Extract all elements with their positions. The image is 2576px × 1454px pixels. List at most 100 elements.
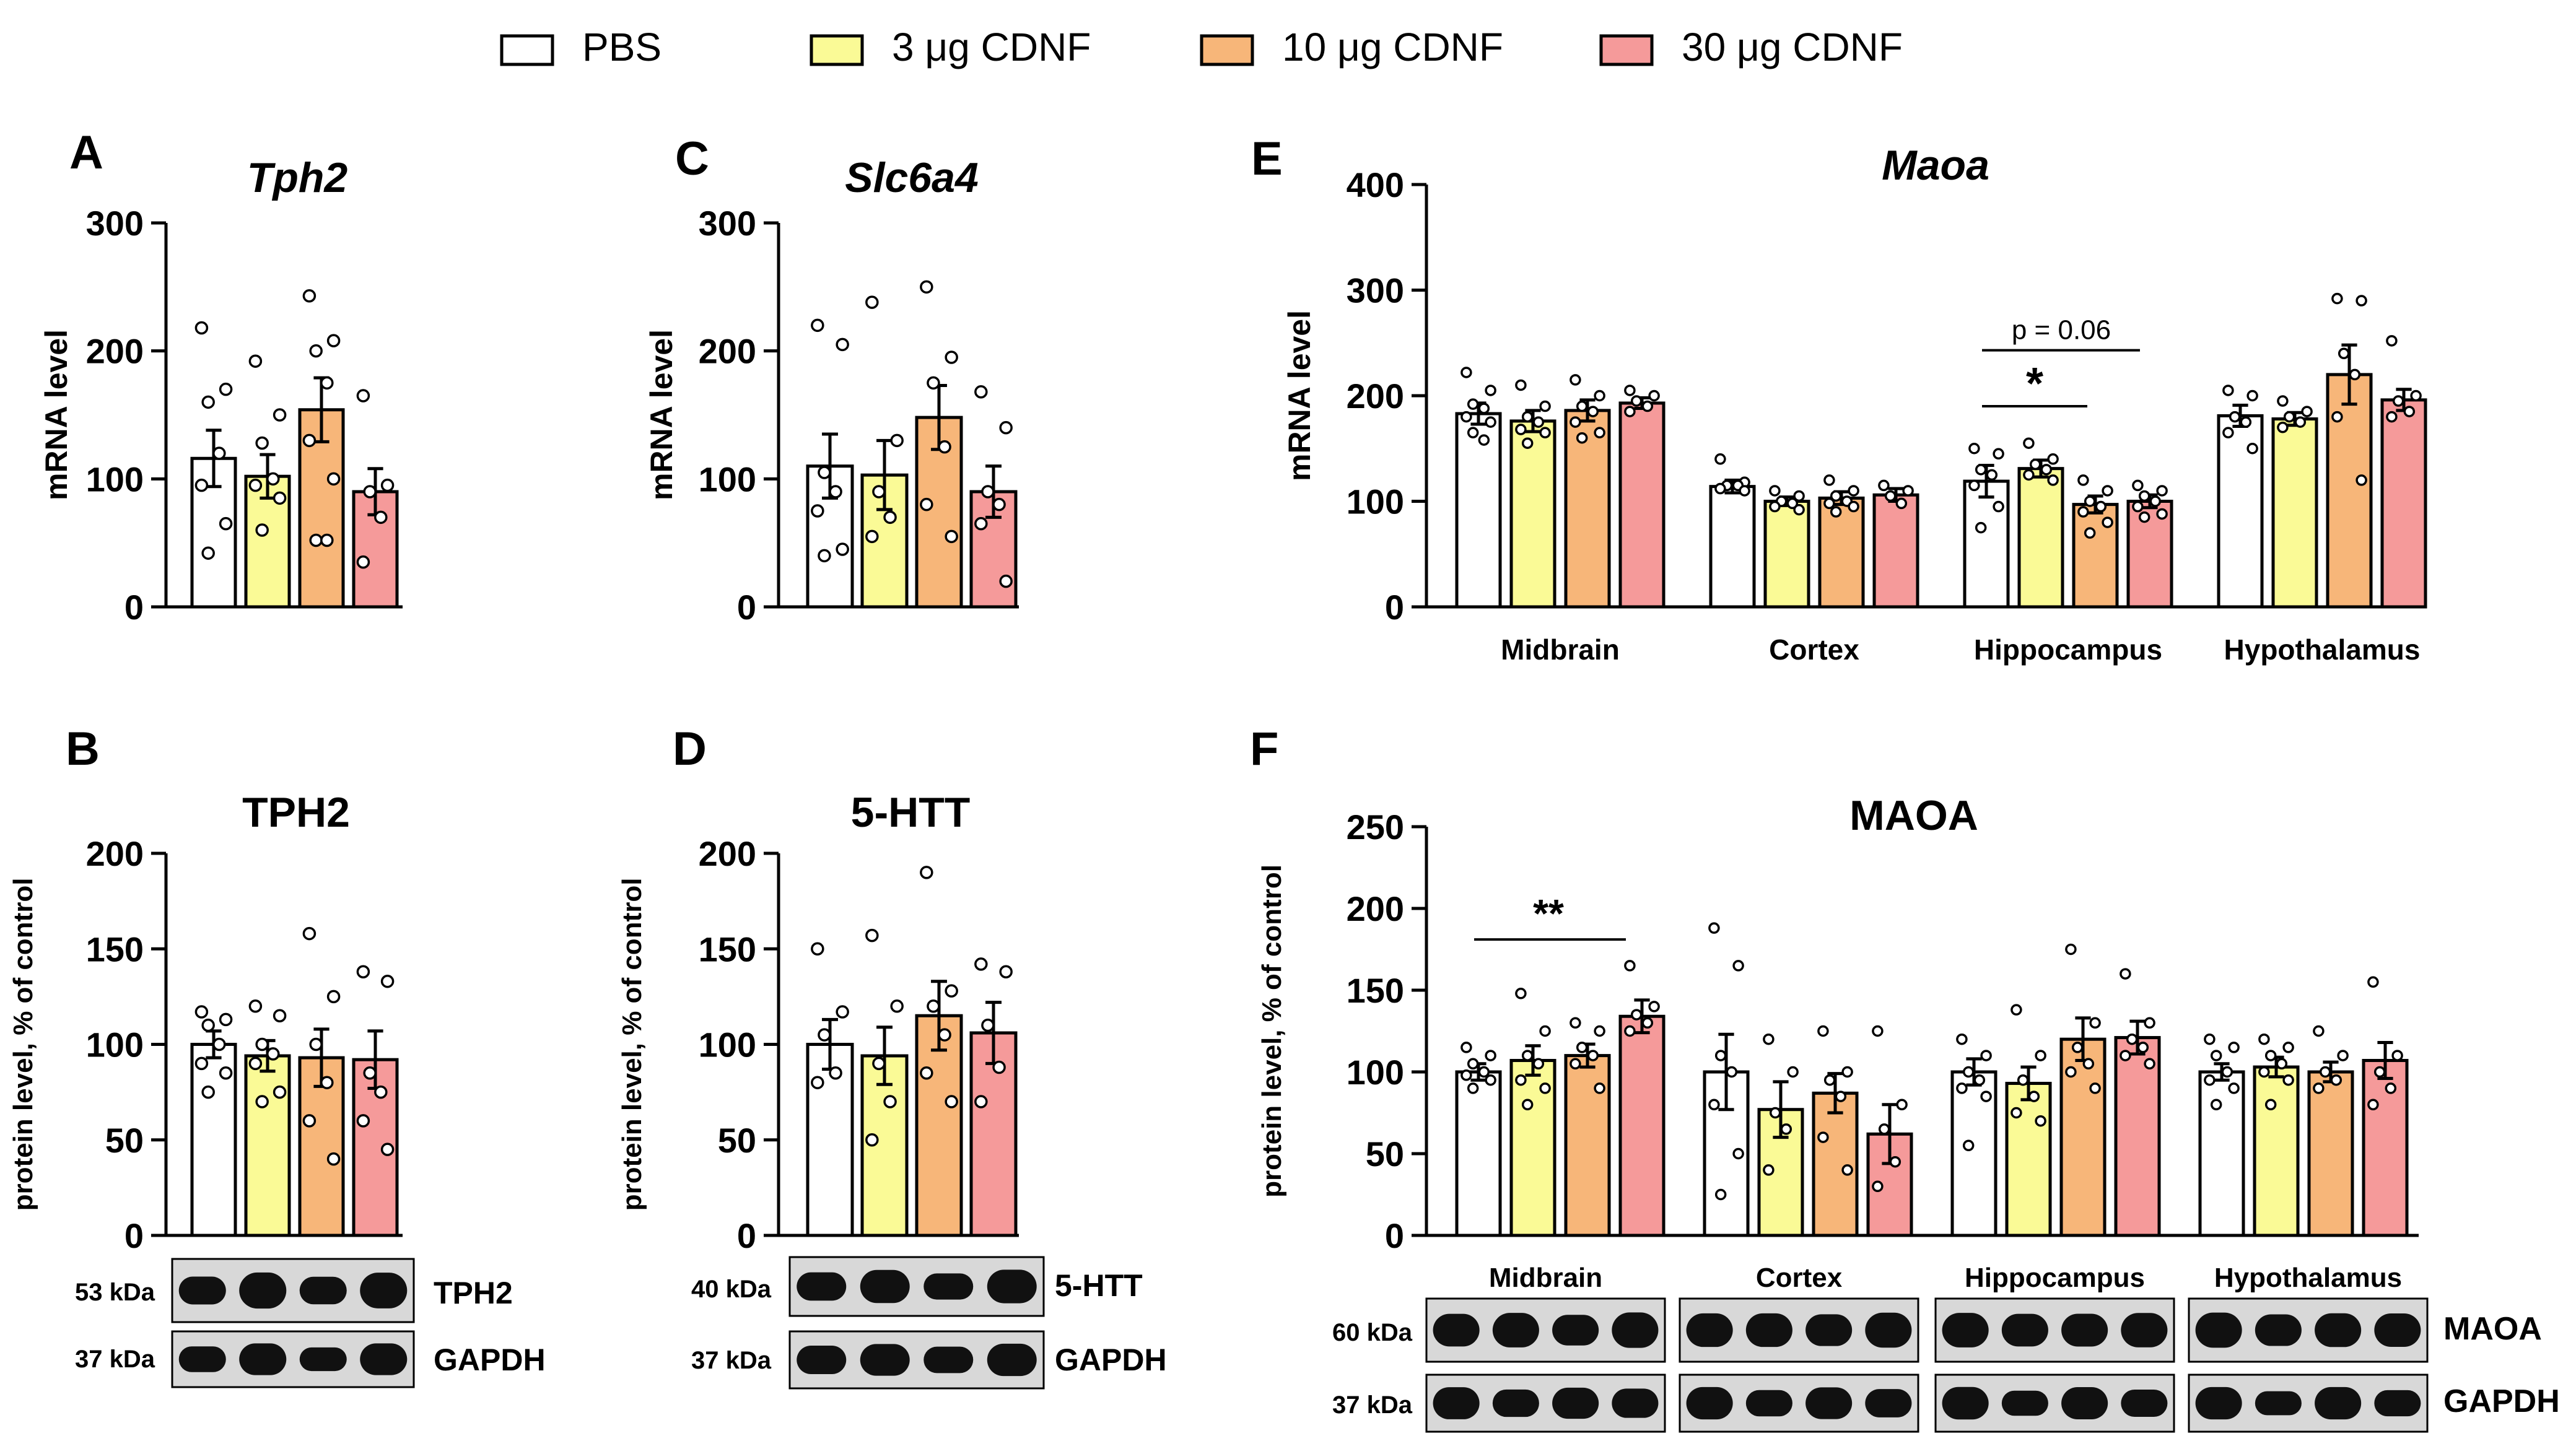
blot-band	[178, 1276, 226, 1305]
data-point	[212, 1037, 226, 1051]
x-tick-label: Cortex	[1769, 633, 1859, 666]
bar	[244, 1054, 291, 1237]
data-point	[1726, 1066, 1738, 1078]
blot-band	[2315, 1313, 2362, 1347]
data-point	[255, 436, 269, 450]
data-point	[1641, 1017, 1654, 1029]
blot-band	[987, 1343, 1037, 1377]
blot-band	[360, 1343, 408, 1375]
blot-band	[1433, 1313, 1480, 1347]
blot-band	[1612, 1312, 1659, 1348]
data-point	[1956, 1033, 1968, 1045]
data-point	[1532, 1058, 1545, 1070]
bar	[1818, 496, 1865, 609]
blot-band	[178, 1346, 226, 1372]
data-point	[1485, 1050, 1496, 1061]
x-tick-label: Hippocampus	[1974, 633, 2162, 666]
y-tick-label: 300	[699, 204, 756, 243]
data-point	[2356, 474, 2367, 486]
data-point	[1467, 1082, 1479, 1094]
data-point	[248, 354, 263, 368]
y-tick-label: 200	[699, 834, 756, 873]
data-point	[2132, 500, 2144, 513]
blot-marker-top: 53 kDa	[75, 1279, 155, 1306]
data-point	[2283, 411, 2295, 423]
blot-band	[1805, 1387, 1853, 1419]
y-tick-label: 100	[86, 1025, 144, 1064]
data-point	[1570, 374, 1581, 386]
data-point	[2258, 1066, 2270, 1078]
data-point	[2035, 1115, 2046, 1127]
data-point	[1763, 1164, 1775, 1176]
data-point	[363, 485, 377, 498]
data-point	[920, 866, 933, 879]
data-point	[2084, 495, 2096, 507]
data-point	[2313, 1082, 2325, 1094]
data-point	[255, 523, 269, 537]
y-axis-label: protein level, % of control	[617, 878, 647, 1211]
data-point	[380, 478, 395, 492]
data-point	[255, 1095, 269, 1108]
bar	[2307, 1070, 2354, 1237]
panel-letter: A	[69, 126, 103, 179]
blot-marker-bottom: 37 kDa	[75, 1346, 155, 1373]
blot-strip	[1934, 1297, 2175, 1363]
y-tick-label: 250	[1347, 808, 1404, 847]
data-point	[1576, 1042, 1588, 1053]
blot-band	[1552, 1315, 1599, 1346]
blot-band	[1433, 1387, 1480, 1419]
y-tick-label: 0	[124, 1216, 144, 1255]
data-point	[1587, 1050, 1599, 1061]
blot-strip	[788, 1330, 1045, 1390]
bar	[2017, 467, 2064, 609]
y-tick-label: 0	[1385, 588, 1404, 627]
data-point	[2120, 968, 2131, 980]
data-point	[1889, 1156, 1901, 1168]
blot-strip	[788, 1256, 1045, 1317]
data-point	[326, 990, 341, 1004]
data-point	[1630, 395, 1643, 407]
data-point	[2367, 976, 2379, 988]
data-point	[1830, 490, 1842, 502]
y-tick-label: 100	[1347, 1053, 1404, 1092]
data-point	[1884, 490, 1897, 502]
data-point	[1872, 1180, 1884, 1193]
data-point	[981, 485, 995, 498]
bar	[1455, 1070, 1502, 1237]
blot-band	[923, 1346, 974, 1373]
panel-letter: F	[1250, 723, 1278, 775]
data-point	[974, 385, 988, 399]
data-point	[1594, 1025, 1605, 1037]
data-point	[309, 533, 323, 547]
data-point	[1570, 1058, 1581, 1070]
data-point	[1835, 1090, 1847, 1102]
y-tick-label: 200	[1347, 889, 1404, 928]
data-point	[1594, 427, 1605, 438]
data-point	[1714, 1188, 1727, 1201]
data-point	[2011, 1004, 2022, 1016]
y-tick-label: 200	[86, 332, 144, 371]
y-tick-label: 150	[86, 929, 144, 969]
y-tick-label: 300	[86, 204, 144, 243]
bar	[2198, 1070, 2245, 1237]
data-point	[2082, 1058, 2095, 1070]
data-point	[1823, 497, 1835, 510]
data-point	[302, 289, 317, 303]
blot-band	[2061, 1387, 2108, 1419]
data-point	[1993, 448, 2004, 460]
legend-item: 30 μg CDNF	[1599, 25, 1903, 69]
data-point	[2095, 500, 2107, 513]
data-point	[927, 376, 940, 390]
data-point	[2120, 1050, 2131, 1061]
chart-title: 5-HTT	[851, 789, 971, 836]
data-point	[2138, 511, 2150, 523]
data-point	[1962, 1139, 1975, 1152]
data-point	[1902, 485, 1914, 497]
data-point	[1648, 1001, 1660, 1012]
data-point	[2077, 506, 2089, 518]
blot-band	[239, 1272, 287, 1309]
data-point	[1980, 1090, 1992, 1102]
data-point	[1968, 443, 1980, 455]
blot-band	[1865, 1389, 1912, 1417]
blot-band	[860, 1344, 910, 1376]
